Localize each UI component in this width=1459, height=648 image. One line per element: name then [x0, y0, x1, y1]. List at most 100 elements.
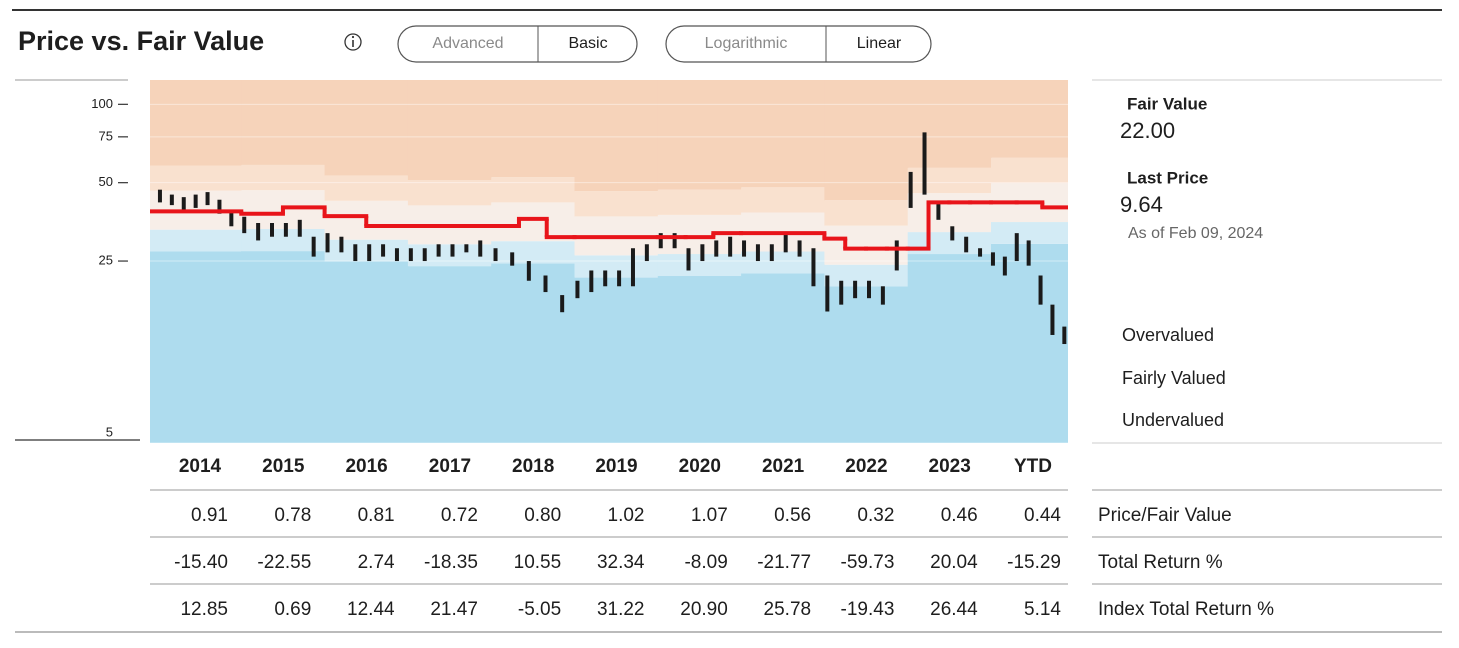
valuation-band	[657, 276, 742, 443]
fair-value-label: Fair Value	[1127, 94, 1207, 113]
valuation-band	[991, 157, 1068, 184]
table-cell: -21.77	[757, 552, 811, 573]
table-cell: 5.14	[1024, 599, 1061, 620]
x-tick-label: 2022	[845, 456, 887, 477]
legend-entry: Overvalued	[1122, 325, 1214, 345]
valuation-band	[907, 167, 992, 194]
legend-entry: Undervalued	[1122, 410, 1224, 430]
last-price: 9.64	[1120, 192, 1163, 217]
valuation-band	[491, 177, 575, 203]
table-cell: -15.29	[1007, 552, 1061, 573]
y-tick-label: 5	[106, 424, 113, 439]
valuation-band	[241, 164, 326, 191]
table-cell: 10.55	[514, 552, 562, 573]
x-tick-label: 2021	[762, 456, 805, 477]
valuation-band	[741, 80, 825, 188]
toggle-button[interactable]: Linear	[857, 35, 902, 52]
row-label: Total Return %	[1098, 552, 1223, 573]
valuation-band	[150, 251, 242, 443]
y-tick-label: 75	[99, 128, 113, 143]
valuation-band	[991, 80, 1068, 158]
x-tick-label: 2020	[679, 456, 721, 477]
y-tick-label: 100	[91, 96, 113, 111]
valuation-band	[491, 263, 575, 443]
table-cell: 12.44	[347, 599, 395, 620]
table-cell: 0.91	[191, 505, 228, 526]
valuation-band	[991, 222, 1068, 244]
valuation-band	[657, 189, 742, 215]
valuation-band	[574, 80, 659, 192]
table-cell: 12.85	[180, 599, 228, 620]
table-cell: 0.72	[441, 505, 478, 526]
valuation-band	[741, 187, 825, 213]
table-cell: 0.78	[274, 505, 311, 526]
x-tick-label: 2016	[345, 456, 387, 477]
fair-value: 22.00	[1120, 118, 1175, 143]
valuation-band	[907, 193, 992, 233]
valuation-band	[824, 80, 909, 201]
table-cell: 0.80	[524, 505, 561, 526]
table-cell: -19.43	[841, 599, 895, 620]
table-cell: 25.78	[764, 599, 812, 620]
valuation-band	[150, 229, 242, 252]
valuation-band	[907, 80, 992, 168]
row-label: Index Total Return %	[1098, 599, 1274, 620]
y-tick-label: 25	[99, 252, 113, 267]
valuation-band	[657, 80, 742, 190]
x-tick-label: 2015	[262, 456, 305, 477]
table-cell: 20.04	[930, 552, 978, 573]
table-cell: 20.90	[680, 599, 728, 620]
valuation-band	[324, 239, 409, 262]
table-cell: -22.55	[257, 552, 311, 573]
toggle-scale[interactable]: Logarithmic Linear	[665, 25, 932, 63]
valuation-band	[407, 180, 492, 206]
valuation-band	[324, 80, 409, 176]
x-tick-label: 2014	[179, 456, 222, 477]
table-cell: -8.09	[684, 552, 727, 573]
valuation-band	[150, 165, 242, 191]
valuation-band	[657, 254, 742, 277]
chart-title: Price vs. Fair Value	[18, 26, 264, 56]
table-cell: 0.56	[774, 505, 811, 526]
valuation-band	[491, 241, 575, 264]
info-icon[interactable]	[344, 33, 362, 51]
row-label: Price/Fair Value	[1098, 505, 1232, 526]
x-tick-label: YTD	[1014, 456, 1052, 477]
valuation-band	[407, 244, 492, 267]
table-cell: -15.40	[174, 552, 228, 573]
table-cell: -5.05	[518, 599, 561, 620]
table-cell: 1.07	[691, 505, 728, 526]
table-cell: -18.35	[424, 552, 478, 573]
valuation-band	[991, 243, 1068, 443]
valuation-band	[407, 80, 492, 181]
valuation-band	[241, 228, 326, 252]
valuation-band	[824, 200, 909, 226]
toggle-button[interactable]: Logarithmic	[705, 35, 788, 52]
table-cell: 26.44	[930, 599, 978, 620]
toggle-button[interactable]: Basic	[568, 35, 607, 52]
valuation-band	[824, 264, 909, 287]
valuation-band	[741, 251, 825, 274]
valuation-band	[574, 255, 659, 278]
last-price-label: Last Price	[1127, 168, 1208, 187]
toggle-detail[interactable]: Advanced Basic	[397, 25, 638, 63]
table-cell: 1.02	[608, 505, 645, 526]
legend-entry: Fairly Valued	[1122, 368, 1226, 388]
x-tick-label: 2017	[429, 456, 471, 477]
table-cell: 0.46	[941, 505, 978, 526]
table-cell: 21.47	[430, 599, 478, 620]
valuation-band	[241, 251, 326, 443]
table-cell: 0.32	[857, 505, 894, 526]
table-cell: 31.22	[597, 599, 645, 620]
table-cell: 0.69	[274, 599, 311, 620]
valuation-band	[407, 266, 492, 443]
as-of-date: As of Feb 09, 2024	[1128, 225, 1263, 242]
plot-area	[150, 80, 1068, 443]
valuation-band	[324, 175, 409, 201]
table-cell: -59.73	[841, 552, 895, 573]
valuation-band	[907, 254, 992, 443]
toggle-button[interactable]: Advanced	[432, 35, 503, 52]
